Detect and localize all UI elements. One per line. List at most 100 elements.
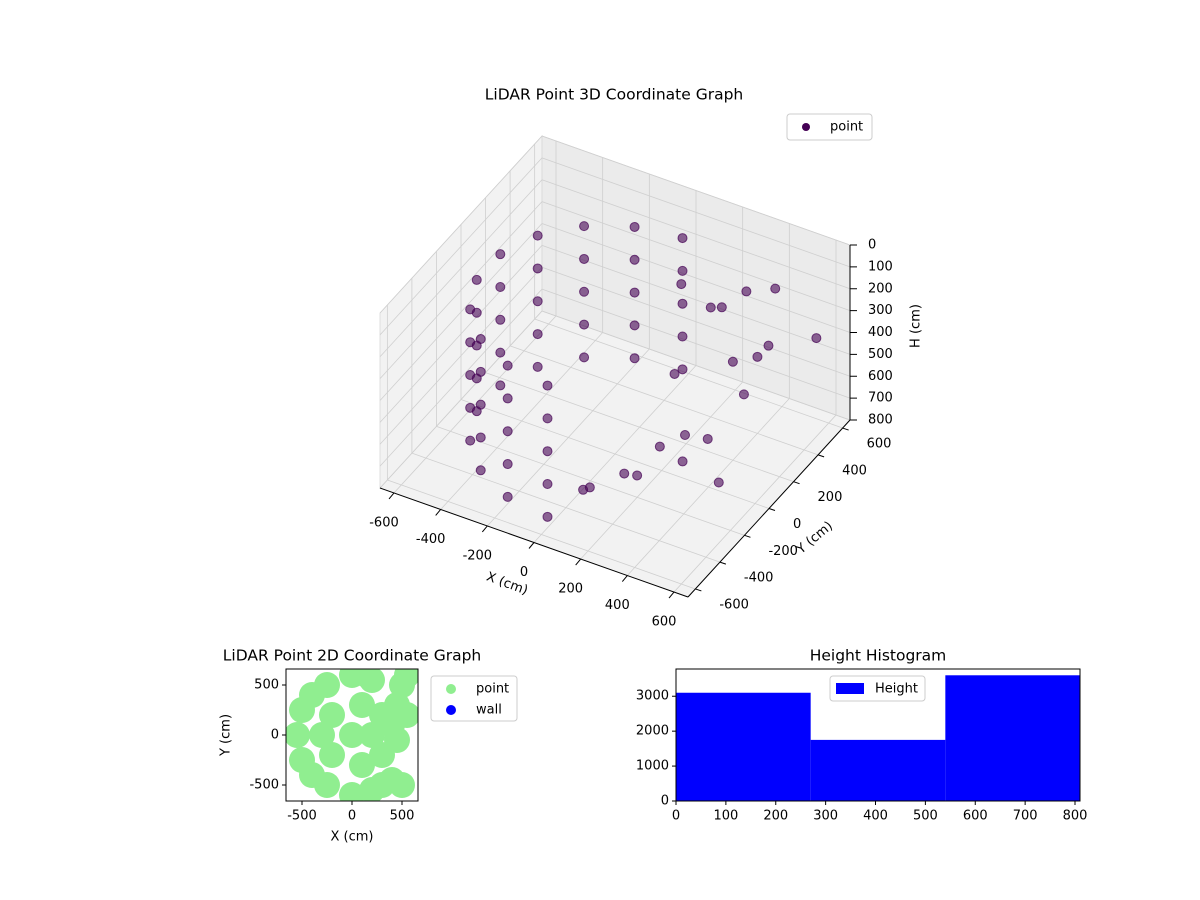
point [532,230,543,241]
point [584,482,595,493]
grid-line [534,318,843,429]
grid-line [541,244,851,355]
y-tick-label: 0 [271,728,279,743]
axes-frame [675,668,1081,802]
legend-label: Height [875,682,918,697]
point [495,347,506,358]
y-axis-line [687,419,851,598]
point [619,468,630,479]
point [502,459,513,470]
y-tick-label: 500 [254,678,279,693]
legend-label: point [830,120,863,135]
point [770,283,781,294]
x-tick-label: 300 [813,809,838,824]
point [727,356,738,367]
z-tick-label: 300 [868,303,893,318]
x-tick-label: 100 [713,809,738,824]
grid-line [379,266,543,445]
plot-area [676,675,1080,801]
grid-line [379,135,543,314]
point [542,511,553,522]
point [542,446,553,457]
grid-line [436,425,745,536]
x-tick [481,525,488,533]
y-tick-label: 600 [867,437,892,452]
y-tick [768,508,776,511]
point [676,279,687,290]
legend: point wall [430,675,518,722]
legend-patch [836,683,864,694]
point [716,302,727,313]
y-tick-label: 0 [661,794,669,809]
grid-line [541,266,851,377]
bar [676,692,811,801]
x-tick [621,575,628,582]
legend-marker [802,123,810,131]
grid-line [379,245,543,423]
y-tick [817,454,825,458]
grid-line [541,223,851,333]
point [339,782,365,801]
point [542,413,553,424]
grid-line [379,310,543,489]
grid-line [379,157,543,336]
point [629,254,640,265]
y-tick [695,588,702,592]
point [339,722,365,748]
x-tick-label: 500 [390,809,415,824]
point [579,286,590,297]
z-axis-label: H (cm) [909,304,924,348]
point [314,772,340,798]
point [394,702,418,728]
chart-histogram: 0 100 200 300 400 500 600 700 800 0 1000 2000 3000 He… [636,647,1088,824]
grid-line [541,288,851,399]
chart-title: LiDAR Point 3D Coordinate Graph [485,86,743,104]
point [319,702,345,728]
point [349,692,375,718]
legend-label: wall [476,703,502,718]
z-tick-label: 400 [868,325,893,340]
point [669,368,680,379]
point [680,430,690,441]
point [579,319,590,330]
point [705,302,716,313]
y-tick [744,534,751,538]
z-tick-label: 800 [868,413,893,428]
point [389,772,415,798]
point [741,286,752,297]
grid-line [460,399,770,509]
x-tick-label: 600 [963,809,988,824]
point [677,456,688,467]
point [465,435,476,446]
y-tick-label: -500 [249,778,279,793]
grid-line [379,288,543,467]
point [632,470,643,481]
x-axis-label: X (cm) [331,830,374,845]
point [677,364,688,375]
chart-title: LiDAR Point 2D Coordinate Graph [223,647,481,665]
x-tick-label: -200 [463,548,493,563]
y-tick-label: -600 [719,597,749,612]
point [629,353,640,364]
y-tick-label: -400 [744,571,774,586]
bar [945,675,1080,801]
grid-line [509,345,819,456]
y-tick-label: -200 [768,544,798,559]
grid-line [541,201,851,312]
point [532,263,543,274]
z-tick-label: 100 [868,259,893,274]
x-tick-label: 0 [520,565,528,580]
y-tick-label: 0 [793,517,801,532]
legend-box [786,113,873,141]
x-tick-label: -400 [416,532,446,547]
point [502,491,513,502]
point [677,265,688,276]
point [763,340,774,351]
x-tick-label: 200 [558,582,583,597]
point [579,221,590,232]
bar [810,739,946,801]
y-tick [793,481,800,485]
point [471,340,482,351]
chart-3d: -600-400-2000200400600-600-400-200020040… [369,86,923,630]
point [475,432,486,443]
